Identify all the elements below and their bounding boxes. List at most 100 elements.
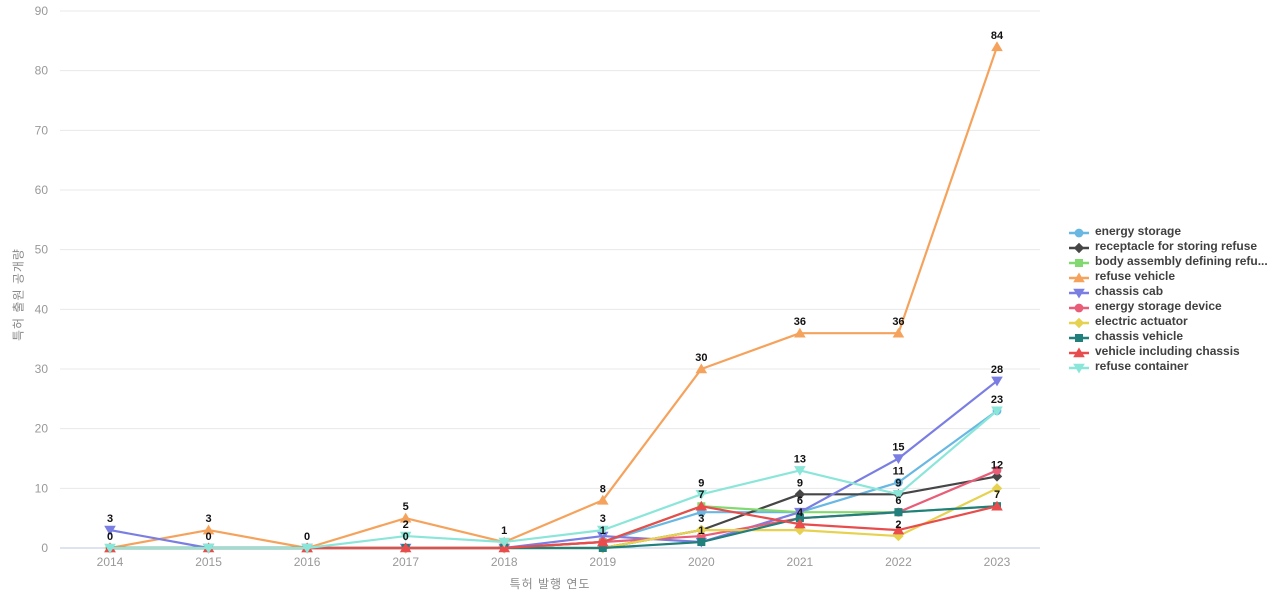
series-marker-refuse-vehicle[interactable] (596, 494, 609, 505)
legend-item-electric-actuator[interactable]: electric actuator (1068, 314, 1268, 329)
series-marker-refuse-vehicle[interactable] (892, 327, 905, 338)
legend-label: receptacle for storing refuse (1095, 239, 1258, 253)
point-label: 0 (304, 531, 310, 543)
series-marker-energy-storage-device[interactable] (992, 466, 1002, 475)
y-tick-label: 40 (35, 302, 49, 316)
legend-label: refuse vehicle (1095, 269, 1176, 283)
series-marker-refuse-vehicle[interactable] (794, 327, 806, 338)
x-tick-label: 2016 (294, 555, 321, 569)
point-label: 2 (895, 519, 901, 531)
series-marker-chassis-cab[interactable] (991, 376, 1003, 387)
legend-item-body-assembly-defining-refu-[interactable]: body assembly defining refu... (1068, 254, 1268, 269)
y-axis-title: 특허 출원 공개량 (11, 248, 26, 341)
legend-marker-diamond-icon (1068, 241, 1090, 253)
point-label: 1 (698, 525, 704, 537)
legend-item-energy-storage-device[interactable]: energy storage device (1068, 299, 1268, 314)
series-marker-vehicle-including-chassis[interactable] (991, 500, 1003, 511)
series-marker-vehicle-including-chassis[interactable] (596, 536, 609, 547)
legend-marker-triangle-icon (1068, 271, 1090, 283)
series-marker-refuse-container[interactable] (892, 490, 905, 500)
point-label: 84 (991, 30, 1004, 42)
x-tick-label: 2014 (97, 555, 124, 569)
series-marker-vehicle-including-chassis[interactable] (794, 518, 806, 529)
point-label: 3 (698, 513, 704, 525)
series-marker-chassis-cab[interactable] (892, 454, 905, 464)
series-marker-refuse-container[interactable] (202, 543, 215, 554)
point-label: 9 (698, 477, 704, 489)
point-label: 1 (600, 525, 606, 537)
point-label: 6 (895, 495, 901, 507)
x-tick-label: 2023 (984, 555, 1011, 569)
y-tick-label: 10 (35, 481, 49, 495)
point-label: 5 (403, 501, 409, 513)
series-marker-refuse-vehicle[interactable] (202, 524, 215, 535)
x-tick-label: 2018 (491, 555, 518, 569)
series-marker-refuse-container[interactable] (301, 543, 313, 554)
series-marker-chassis-cab[interactable] (104, 525, 116, 536)
point-label: 23 (991, 394, 1003, 406)
x-tick-label: 2021 (787, 555, 814, 569)
series-marker-refuse-container[interactable] (104, 543, 116, 554)
series-marker-refuse-container[interactable] (794, 466, 806, 476)
legend-marker-square-icon (1068, 331, 1090, 343)
series-marker-refuse-container[interactable] (991, 406, 1003, 417)
y-tick-label: 70 (35, 123, 49, 137)
series-marker-refuse-vehicle[interactable] (695, 363, 708, 374)
series-line-refuse-container (110, 409, 998, 550)
legend-label: electric actuator (1095, 314, 1188, 328)
series-marker-electric-actuator[interactable] (696, 524, 707, 536)
series-marker-refuse-vehicle[interactable] (991, 41, 1003, 52)
series-marker-chassis-vehicle[interactable] (795, 514, 804, 523)
series-marker-energy-storage[interactable] (894, 477, 903, 487)
legend-label: chassis cab (1095, 284, 1164, 298)
legend-item-chassis-cab[interactable]: chassis cab (1068, 284, 1268, 299)
series-marker-refuse-container[interactable] (399, 531, 412, 542)
point-label: 6 (797, 495, 803, 507)
point-label: 3 (107, 513, 113, 525)
y-tick-label: 60 (35, 183, 49, 197)
legend-label: chassis vehicle (1095, 329, 1184, 343)
legend-marker-triangle-down-icon (1068, 361, 1090, 373)
point-label: 3 (600, 513, 606, 525)
series-marker-refuse-container[interactable] (596, 525, 609, 536)
legend-item-receptacle-for-storing-refuse[interactable]: receptacle for storing refuse (1068, 239, 1268, 254)
legend-item-refuse-container[interactable]: refuse container (1068, 359, 1268, 374)
series-line-chassis-cab (109, 380, 998, 550)
legend-label: energy storage (1095, 224, 1182, 238)
series-line-electric-actuator (110, 487, 998, 550)
legend-label: refuse container (1095, 359, 1189, 373)
point-label: 1 (501, 525, 507, 537)
legend-item-energy-storage[interactable]: energy storage (1068, 224, 1268, 239)
point-label: 36 (794, 316, 806, 328)
series-marker-refuse-container[interactable] (498, 537, 511, 548)
legend-item-vehicle-including-chassis[interactable]: vehicle including chassis (1068, 344, 1268, 359)
x-tick-label: 2020 (688, 555, 715, 569)
point-label: 28 (991, 364, 1003, 376)
legend-marker-circle-icon (1068, 301, 1090, 313)
series-marker-chassis-vehicle[interactable] (894, 508, 903, 517)
series-marker-refuse-container[interactable] (695, 490, 708, 500)
series-marker-receptacle-for-storing-refuse[interactable] (794, 489, 806, 500)
point-label: 36 (892, 316, 904, 328)
legend-marker-square-icon (1068, 256, 1090, 268)
series-marker-chassis-vehicle[interactable] (697, 538, 706, 547)
series-marker-vehicle-including-chassis[interactable] (399, 542, 412, 553)
point-label: 30 (695, 352, 707, 364)
point-label: 7 (994, 489, 1000, 501)
legend-item-refuse-vehicle[interactable]: refuse vehicle (1068, 269, 1268, 284)
series-marker-vehicle-including-chassis[interactable] (892, 524, 905, 535)
point-label: 4 (797, 507, 804, 519)
point-label: 3 (205, 513, 211, 525)
x-axis-title: 특허 발행 연도 (509, 577, 591, 591)
series-marker-chassis-cab[interactable] (794, 507, 806, 518)
series-marker-refuse-vehicle[interactable] (399, 512, 412, 523)
point-label: 13 (794, 453, 806, 465)
series-marker-electric-actuator[interactable] (991, 483, 1003, 494)
series-marker-vehicle-including-chassis[interactable] (695, 500, 708, 511)
y-tick-label: 80 (35, 64, 49, 78)
y-tick-label: 0 (41, 541, 48, 555)
point-label: 12 (991, 459, 1003, 471)
point-label: 9 (797, 477, 803, 489)
legend-item-chassis-vehicle[interactable]: chassis vehicle (1068, 329, 1268, 344)
point-label: 0 (107, 531, 113, 543)
